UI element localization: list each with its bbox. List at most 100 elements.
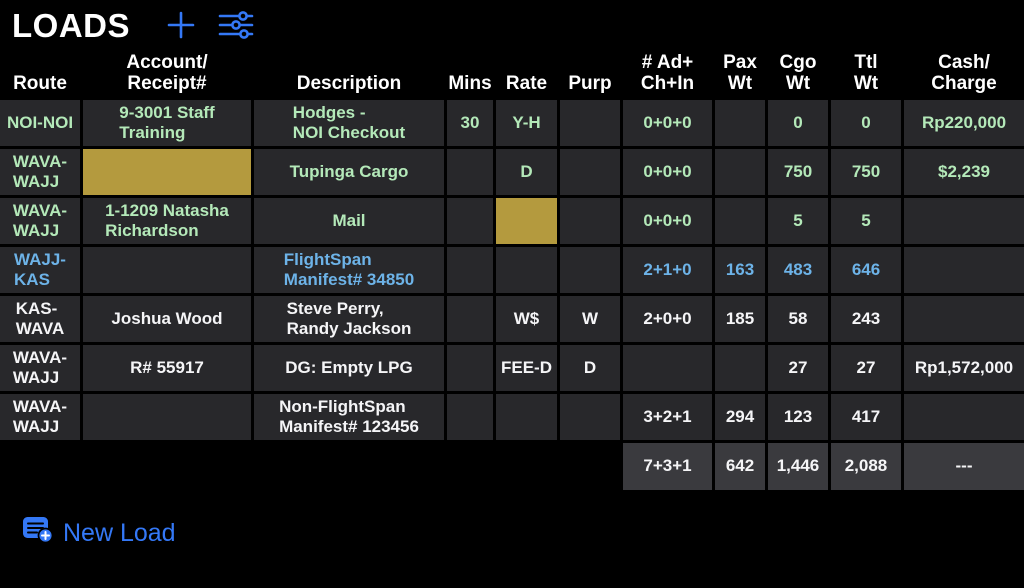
cell-account[interactable] [83,247,251,293]
column-header-rate: Rate [505,73,548,95]
cell-route[interactable]: KAS- WAVA [0,296,80,342]
totals-spacer [560,443,620,490]
note-add-icon [22,516,54,550]
cell-pax-wt[interactable] [715,198,765,244]
totals-spacer [496,443,557,490]
total-ttl-wt: 2,088 [831,443,901,490]
cell-route[interactable]: WAJJ- KAS [0,247,80,293]
cell-pax-count[interactable]: 3+2+1 [623,394,712,440]
load-row: WAVA- WAJJ 1-1209 Natasha Richardson Mai… [0,198,1024,244]
cell-mins[interactable]: 30 [447,100,493,146]
cell-ttl-wt[interactable]: 27 [831,345,901,391]
cell-route[interactable]: WAVA- WAJJ [0,198,80,244]
sliders-icon [218,10,254,43]
cell-mins[interactable] [447,394,493,440]
column-header-cgo-wt: Cgo Wt [779,52,817,95]
cell-pax-wt[interactable] [715,149,765,195]
cell-description[interactable]: Tupinga Cargo [254,149,444,195]
cell-ttl-wt[interactable]: 417 [831,394,901,440]
cell-pax-count[interactable]: 0+0+0 [623,100,712,146]
cell-rate[interactable]: W$ [496,296,557,342]
cell-pax-wt[interactable]: 185 [715,296,765,342]
cell-route[interactable]: WAVA- WAJJ [0,345,80,391]
cell-cgo-wt[interactable]: 750 [768,149,828,195]
cell-account[interactable]: R# 55917 [83,345,251,391]
cell-purp[interactable]: W [560,296,620,342]
cell-mins[interactable] [447,345,493,391]
cell-pax-wt[interactable] [715,345,765,391]
cell-rate[interactable]: Y-H [496,100,557,146]
load-row: WAVA- WAJJ Non-FlightSpan Manifest# 1234… [0,394,1024,440]
cell-pax-wt[interactable]: 294 [715,394,765,440]
cell-description[interactable]: FlightSpan Manifest# 34850 [254,247,444,293]
cell-mins[interactable] [447,149,493,195]
cell-rate[interactable] [496,394,557,440]
cell-account[interactable]: 1-1209 Natasha Richardson [83,198,251,244]
load-row: WAVA- WAJJ R# 55917 DG: Empty LPG FEE-D … [0,345,1024,391]
total-pax-wt: 642 [715,443,765,490]
cell-pax-count[interactable]: 0+0+0 [623,149,712,195]
cell-account[interactable]: 9-3001 Staff Training [83,100,251,146]
cell-rate[interactable]: D [496,149,557,195]
column-header-mins: Mins [448,73,492,95]
cell-mins[interactable] [447,247,493,293]
cell-ttl-wt[interactable]: 646 [831,247,901,293]
cell-ttl-wt[interactable]: 5 [831,198,901,244]
cell-pax-count[interactable]: 2+1+0 [623,247,712,293]
cell-mins[interactable] [447,296,493,342]
cell-mins[interactable] [447,198,493,244]
cell-cash[interactable] [904,198,1024,244]
new-load-button[interactable]: New Load [22,516,176,550]
cell-cgo-wt[interactable]: 123 [768,394,828,440]
cell-cgo-wt[interactable]: 5 [768,198,828,244]
cell-ttl-wt[interactable]: 0 [831,100,901,146]
cell-description[interactable]: DG: Empty LPG [254,345,444,391]
new-load-label: New Load [63,518,176,547]
cell-cash[interactable]: Rp1,572,000 [904,345,1024,391]
page-title: LOADS [12,7,130,44]
cell-cgo-wt[interactable]: 483 [768,247,828,293]
add-load-button[interactable] [166,10,196,43]
cell-rate[interactable]: FEE-D [496,345,557,391]
cell-pax-count[interactable]: 2+0+0 [623,296,712,342]
cell-pax-wt[interactable]: 163 [715,247,765,293]
cell-account[interactable] [83,394,251,440]
filter-settings-button[interactable] [218,10,254,43]
cell-cash[interactable]: $2,239 [904,149,1024,195]
total-pax-count: 7+3+1 [623,443,712,490]
cell-description[interactable]: Steve Perry, Randy Jackson [254,296,444,342]
cell-purp[interactable] [560,100,620,146]
cell-purp[interactable] [560,394,620,440]
cell-pax-count[interactable] [623,345,712,391]
cell-cgo-wt[interactable]: 0 [768,100,828,146]
cell-cgo-wt[interactable]: 58 [768,296,828,342]
table-header-row: Route Account/ Receipt# Description Mins… [0,52,1024,97]
cell-purp[interactable]: D [560,345,620,391]
cell-description[interactable]: Non-FlightSpan Manifest# 123456 [254,394,444,440]
cell-route[interactable]: WAVA- WAJJ [0,149,80,195]
cell-cgo-wt[interactable]: 27 [768,345,828,391]
cell-purp[interactable] [560,149,620,195]
cell-cash[interactable] [904,296,1024,342]
cell-rate[interactable] [496,247,557,293]
column-header-ttl-wt: Ttl Wt [853,52,879,95]
cell-rate[interactable] [496,198,557,244]
cell-purp[interactable] [560,247,620,293]
loads-table: Route Account/ Receipt# Description Mins… [0,52,1024,490]
cell-cash[interactable] [904,247,1024,293]
cell-account[interactable] [83,149,251,195]
cell-route[interactable]: NOI-NOI [0,100,80,146]
cell-account[interactable]: Joshua Wood [83,296,251,342]
cell-description[interactable]: Hodges - NOI Checkout [254,100,444,146]
cell-description[interactable]: Mail [254,198,444,244]
cell-pax-wt[interactable] [715,100,765,146]
cell-route[interactable]: WAVA- WAJJ [0,394,80,440]
cell-cash[interactable] [904,394,1024,440]
cell-purp[interactable] [560,198,620,244]
cell-ttl-wt[interactable]: 243 [831,296,901,342]
cell-cash[interactable]: Rp220,000 [904,100,1024,146]
cell-ttl-wt[interactable]: 750 [831,149,901,195]
cell-pax-count[interactable]: 0+0+0 [623,198,712,244]
total-cgo-wt: 1,446 [768,443,828,490]
